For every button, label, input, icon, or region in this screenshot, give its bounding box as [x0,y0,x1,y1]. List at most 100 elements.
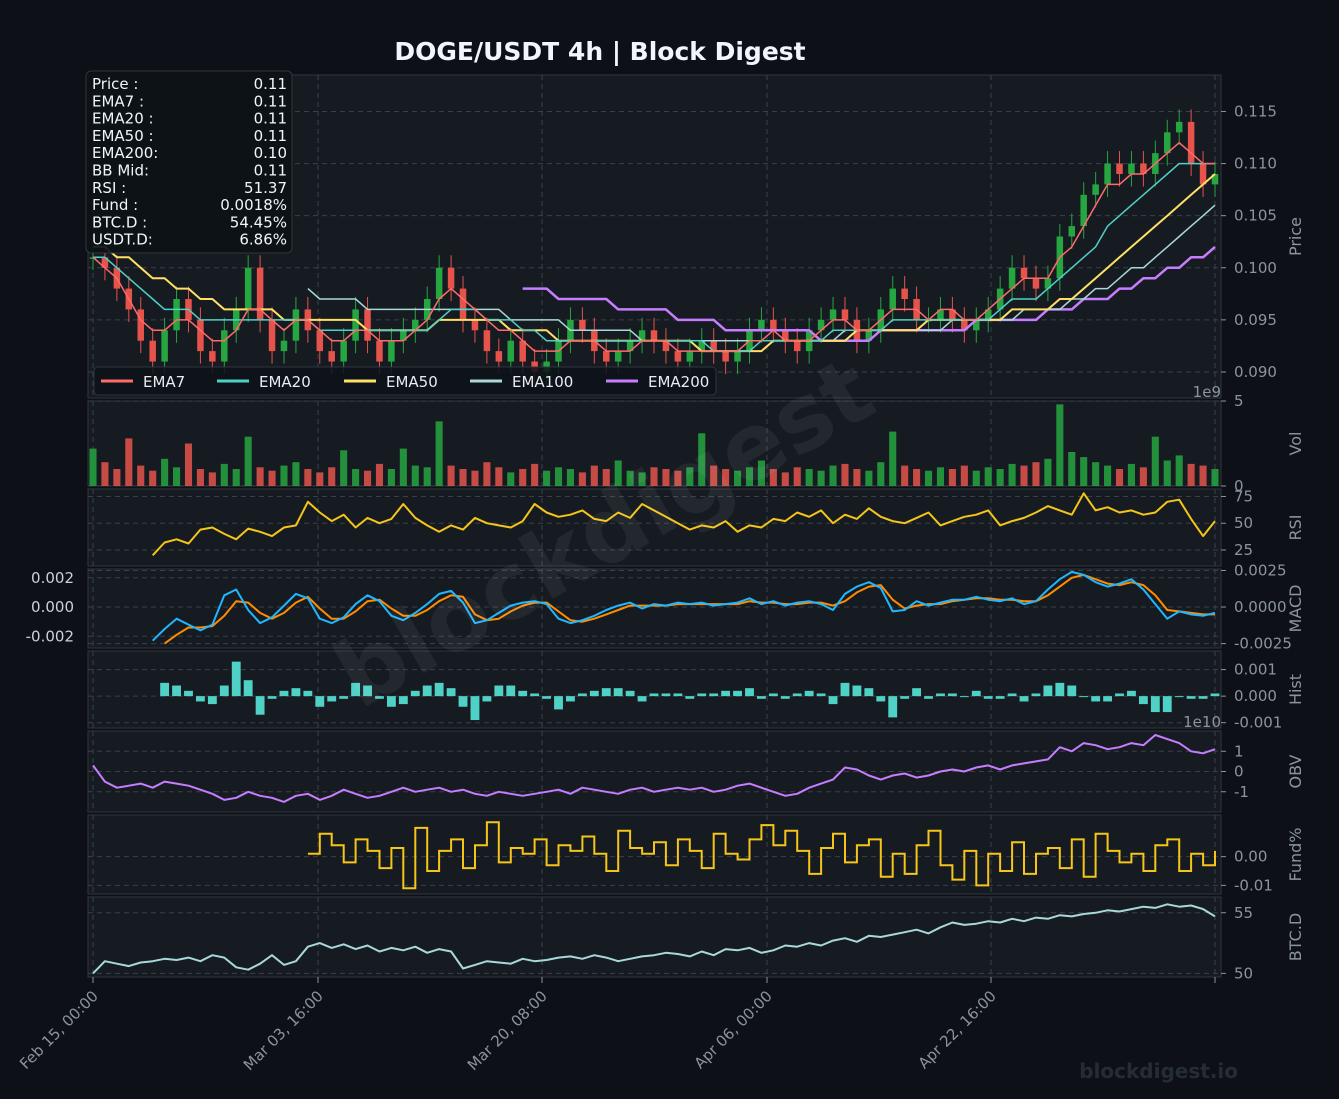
price-candle-80 [1044,278,1052,289]
rsi-ytick-0: 25 [1234,541,1253,559]
legend-label-0: EMA7 [143,373,185,391]
volume-bar-0 [89,448,97,486]
macd-line [151,570,1216,642]
volume-bar-18 [304,469,312,486]
volume-bar-9 [196,469,204,486]
volume-bar-46 [638,472,646,486]
funding-ytick-1: 0.00 [1234,848,1267,866]
volume-bar-72 [948,469,956,486]
price-candle-77 [1008,267,1016,289]
price-candle-29 [435,267,443,300]
btcd-line [92,903,1216,975]
funding-line [307,821,1216,890]
btcd-ylabel: BTC.D [1286,913,1305,961]
price-candle-56 [758,319,765,331]
price-candle-71 [937,309,944,320]
info-label-1: EMA7 : [92,92,144,110]
price-candle-15 [268,319,276,352]
price-candle-45 [626,340,634,352]
hist-bar-37 [530,693,540,697]
hist-bar-51 [697,693,707,697]
price-candle-94 [1211,173,1219,185]
volume-bar-84 [1092,462,1100,486]
price-candle-16 [280,340,288,352]
info-value-2: 0.11 [254,110,287,128]
hist-bar-77 [1007,693,1017,697]
volume-bar-49 [674,470,682,486]
macd-left-ytick-left-2: 0.002 [31,569,74,587]
footer-brand: blockdigest.io [1079,1059,1238,1083]
hist-bar-82 [1067,685,1077,697]
volume-bar-17 [292,462,300,486]
volume-bar-30 [447,465,455,486]
legend-label-1: EMA20 [259,373,311,391]
hist-bar-55 [745,688,754,697]
macd-left-ytick-left-1: 0.000 [31,598,74,616]
volume-bar-25 [387,469,395,486]
volume-bar-41 [578,472,586,486]
volume-bar-67 [889,431,897,486]
hist-bar-29 [434,682,444,697]
hist-bar-24 [375,696,384,699]
info-label-6: RSI : [92,179,126,197]
info-label-2: EMA20 : [92,110,154,128]
hist-bar-35 [506,685,516,697]
volume-bar-7 [173,467,181,486]
btcd-ytick-0: 50 [1234,964,1253,982]
rsi-frame [87,488,1222,567]
price-candle-50 [686,351,694,362]
macd-panel: -0.0025 0.0000 0.0025 -0.002 0.000 0.002 MACD [26,561,1305,652]
price-candle-31 [459,288,467,320]
ema200-line [522,245,1216,342]
hist-bar-47 [649,693,659,697]
volume-bar-29 [435,421,443,486]
volume-bar-23 [363,470,372,486]
volume-bar-31 [459,469,467,486]
hist-bar-66 [876,696,886,702]
info-value-7: 0.0018% [220,196,287,214]
volume-bar-60 [805,469,813,486]
price-candle-63 [841,309,849,320]
price-candle-57 [770,319,777,331]
hist-bar-80 [1043,685,1053,697]
info-value-8: 54.45% [230,213,287,231]
hist-bar-12 [231,661,241,697]
macd-ytick-1: 0.0000 [1234,598,1287,616]
volume-bar-4 [137,465,145,486]
info-label-8: BTC.D : [92,213,147,231]
volume-bar-48 [662,469,670,486]
volume-bar-35 [507,472,515,486]
price-candle-72 [949,309,956,320]
hist-bar-67 [888,696,898,718]
hist-bar-41 [577,693,587,697]
price-candle-53 [722,351,729,362]
hist-bar-46 [637,696,647,702]
price-candle-26 [400,330,407,341]
hist-bar-52 [709,693,719,697]
volume-bar-54 [734,470,742,486]
btcd-ytick-1: 55 [1234,904,1253,922]
hist-bar-84 [1091,696,1101,702]
hist-bar-81 [1055,682,1065,697]
volume-bar-52 [710,465,718,486]
price-candle-73 [961,319,968,331]
price-candle-84 [1092,184,1099,195]
price-ytick-3: 0.105 [1234,207,1277,225]
hist-bar-60 [804,690,814,697]
info-label-3: EMA50 : [92,127,154,145]
volume-bar-83 [1080,457,1088,486]
price-candle-30 [447,267,455,289]
hist-bar-78 [1019,696,1029,702]
price-candle-5 [149,340,156,362]
price-candle-24 [376,340,383,362]
volume-bar-6 [161,458,169,486]
info-box-frame [85,70,293,254]
price-candle-51 [698,340,705,352]
volume-bar-81 [1056,404,1064,486]
volume-bar-93 [1199,465,1207,486]
hist-bar-50 [685,696,695,699]
volume-bar-64 [853,469,861,486]
hist-bar-65 [864,688,874,697]
volume-bar-45 [626,470,634,486]
